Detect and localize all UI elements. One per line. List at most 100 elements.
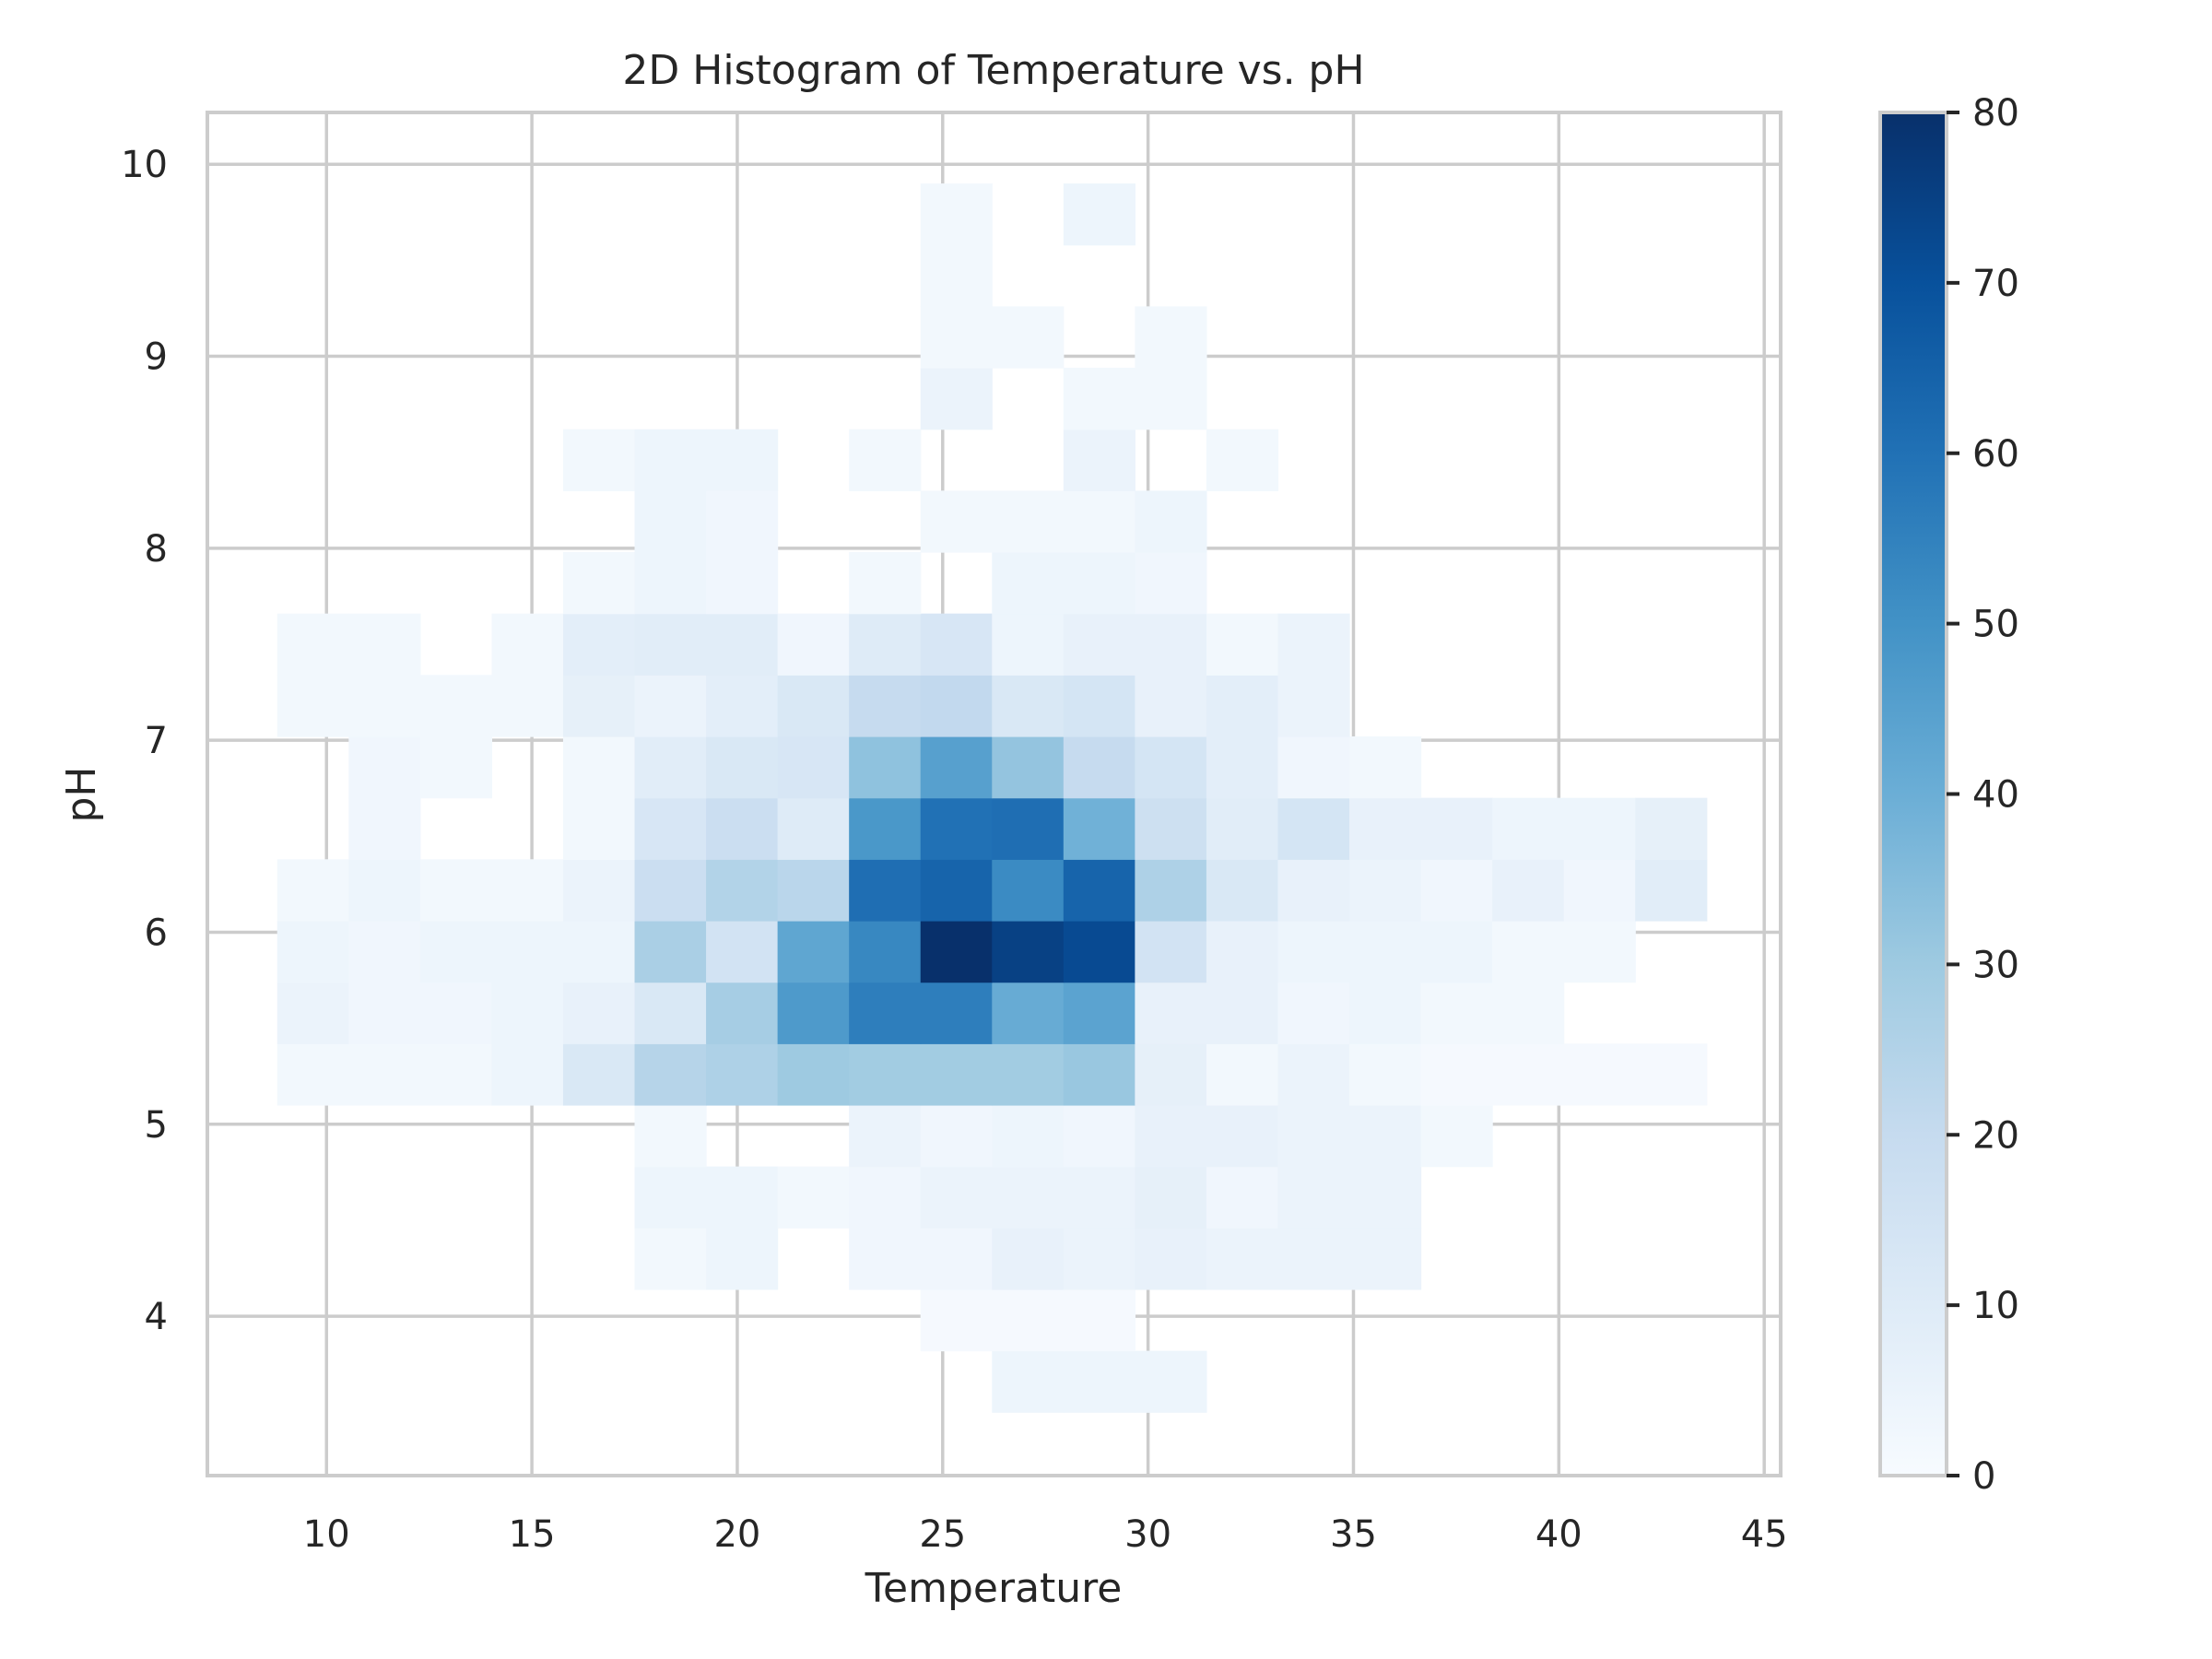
- heatmap-cell: [491, 1043, 564, 1106]
- heatmap-cell: [348, 613, 421, 676]
- heatmap-cell: [1135, 1104, 1207, 1168]
- heatmap-cell: [1206, 1104, 1279, 1168]
- heatmap-cell: [849, 982, 922, 1044]
- heatmap-cell: [562, 859, 636, 922]
- heatmap-cell: [1135, 613, 1207, 676]
- heatmap-cell: [920, 368, 993, 430]
- heatmap-cell: [1135, 982, 1207, 1044]
- heatmap-cell: [634, 1104, 707, 1168]
- y-tick-label: 4: [145, 1296, 168, 1338]
- heatmap-cell: [1563, 920, 1636, 983]
- heatmap-cell: [920, 1288, 993, 1352]
- heatmap-cell: [1563, 797, 1636, 860]
- heatmap-cell: [992, 1104, 1065, 1168]
- heatmap-cell: [348, 675, 421, 737]
- heatmap-cell: [1277, 859, 1350, 922]
- heatmap-cell: [1349, 736, 1422, 799]
- colorbar-tick-label: 10: [1972, 1285, 2019, 1327]
- heatmap-cell: [276, 920, 349, 983]
- heatmap-cell: [777, 859, 850, 922]
- heatmap-cell: [777, 1166, 850, 1229]
- heatmap-cell: [706, 859, 779, 922]
- heatmap-cell: [1063, 490, 1135, 553]
- x-tick-label: 30: [1124, 1513, 1171, 1556]
- x-tick-labels: 10 15 20 25 30 35 40 45: [303, 1513, 1788, 1556]
- heatmap-cell: [348, 859, 421, 922]
- heatmap-cell: [1206, 1043, 1279, 1106]
- heatmap-cell: [562, 552, 636, 615]
- heatmap-cell: [992, 1228, 1065, 1290]
- plot-frame: [206, 111, 1783, 1477]
- heatmap-cell: [706, 675, 779, 737]
- heatmap-cell: [706, 920, 779, 983]
- y-tick-label: 7: [145, 720, 168, 762]
- heatmap-cell: [562, 675, 636, 737]
- heatmap-cell: [920, 1228, 993, 1290]
- heatmap-cell: [849, 1228, 922, 1290]
- heatmap-cell: [634, 1228, 707, 1290]
- heatmap-cell: [992, 490, 1065, 553]
- heatmap-cell: [777, 797, 850, 860]
- heatmap-cell: [992, 797, 1065, 860]
- heatmap-cell: [706, 1166, 779, 1229]
- colorbar: [1878, 111, 1948, 1477]
- heatmap-cell: [1063, 552, 1135, 615]
- heatmap-cell: [992, 982, 1065, 1044]
- heatmap-cell: [1277, 613, 1350, 676]
- heatmap-cell: [920, 982, 993, 1044]
- heatmap-cell: [634, 859, 707, 922]
- heatmap-cell: [1349, 1166, 1422, 1229]
- heatmap-cell: [1135, 797, 1207, 860]
- heatmap-cell: [849, 1166, 922, 1229]
- heatmap-cell: [348, 736, 421, 799]
- heatmap-cell: [706, 736, 779, 799]
- heatmap-cell: [706, 613, 779, 676]
- heatmap-cell: [1492, 920, 1565, 983]
- heatmap-cell: [562, 429, 636, 491]
- heatmap-cell: [920, 244, 993, 307]
- heatmap-cell: [1420, 1104, 1493, 1168]
- heatmap-cell: [634, 675, 707, 737]
- heatmap-cell: [1063, 920, 1135, 983]
- heatmap-cell: [1277, 1043, 1350, 1106]
- heatmap-cell: [849, 797, 922, 860]
- heatmap-cells: [276, 183, 1708, 1413]
- heatmap-cell: [1277, 736, 1350, 799]
- heatmap-cell: [1135, 1166, 1207, 1229]
- heatmap-cell: [634, 490, 707, 553]
- heatmap-cell: [920, 306, 993, 369]
- heatmap-cell: [491, 675, 564, 737]
- heatmap-cell: [419, 859, 493, 922]
- heatmap-cell: [419, 736, 493, 799]
- heatmap-cell: [1349, 1228, 1422, 1290]
- colorbar-tick-label: 20: [1972, 1114, 2019, 1157]
- heatmap-cell: [1349, 982, 1422, 1044]
- heatmap-cell: [1063, 1104, 1135, 1168]
- x-tick-label: 20: [713, 1513, 760, 1556]
- heatmap-cell: [1063, 859, 1135, 922]
- heatmap-cell: [992, 552, 1065, 615]
- heatmap-cell: [920, 736, 993, 799]
- heatmap-cell: [777, 920, 850, 983]
- heatmap-cell: [777, 675, 850, 737]
- y-tick-label: 8: [145, 528, 168, 571]
- heatmap-cell: [1063, 1350, 1135, 1413]
- heatmap-cell: [1135, 920, 1207, 983]
- heatmap-cell: [1063, 1228, 1135, 1290]
- heatmap-cell: [1206, 429, 1279, 491]
- heatmap-cell: [920, 490, 993, 553]
- heatmap-cell: [1635, 859, 1708, 922]
- colorbar-tick-label: 60: [1972, 433, 2019, 476]
- x-tick-label: 25: [919, 1513, 966, 1556]
- heatmap-cell: [1135, 675, 1207, 737]
- heatmap-cell: [1277, 920, 1350, 983]
- heatmap-cell: [1277, 797, 1350, 860]
- heatmap-cell: [634, 429, 707, 491]
- heatmap-cell: [1349, 1043, 1422, 1106]
- heatmap-cell: [1063, 1043, 1135, 1106]
- heatmap-cell: [1492, 797, 1565, 860]
- heatmap-cell: [1277, 675, 1350, 737]
- heatmap-cell: [1206, 1166, 1279, 1229]
- heatmap-cell: [1063, 675, 1135, 737]
